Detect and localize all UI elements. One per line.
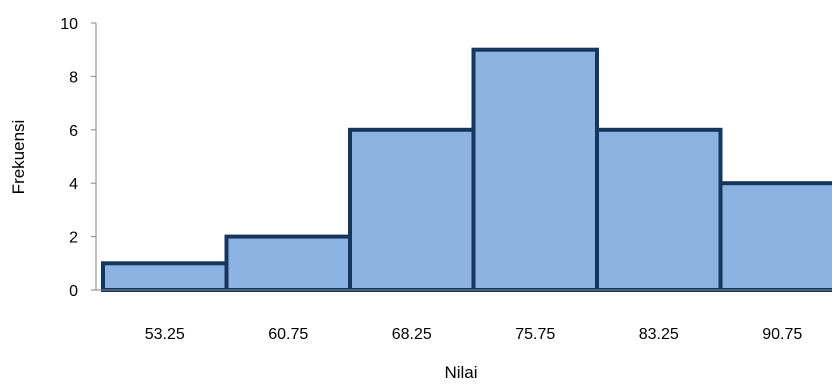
bar-83.25 xyxy=(595,127,723,292)
x-tick-label: 53.25 xyxy=(145,326,185,343)
axes-layer: 0 2 4 6 8 10 53.25 60.75 68.25 75.75 83.25 90.75 xyxy=(60,16,832,343)
y-tick-label: 4 xyxy=(69,176,78,193)
x-tick-label: 68.25 xyxy=(392,326,432,343)
bar-53.25 xyxy=(101,261,229,292)
y-tick-label: 8 xyxy=(69,69,78,86)
bars-layer xyxy=(101,47,832,293)
x-tick-label: 60.75 xyxy=(268,326,308,343)
x-tick-label: 90.75 xyxy=(762,326,802,343)
bar-75.75 xyxy=(471,47,599,293)
y-tick-label: 6 xyxy=(69,123,78,140)
x-tick-label: 83.25 xyxy=(639,326,679,343)
x-axis-title: Nilai xyxy=(444,363,477,382)
y-tick-label: 0 xyxy=(69,283,78,300)
y-axis-title: Frekuensi xyxy=(9,120,28,195)
bar-68.25 xyxy=(348,127,476,292)
y-tick-label: 2 xyxy=(69,230,78,247)
x-tick-label: 75.75 xyxy=(515,326,555,343)
bar-60.75 xyxy=(224,234,352,293)
y-tick-label: 10 xyxy=(60,16,78,33)
bar-90.75 xyxy=(718,181,832,292)
